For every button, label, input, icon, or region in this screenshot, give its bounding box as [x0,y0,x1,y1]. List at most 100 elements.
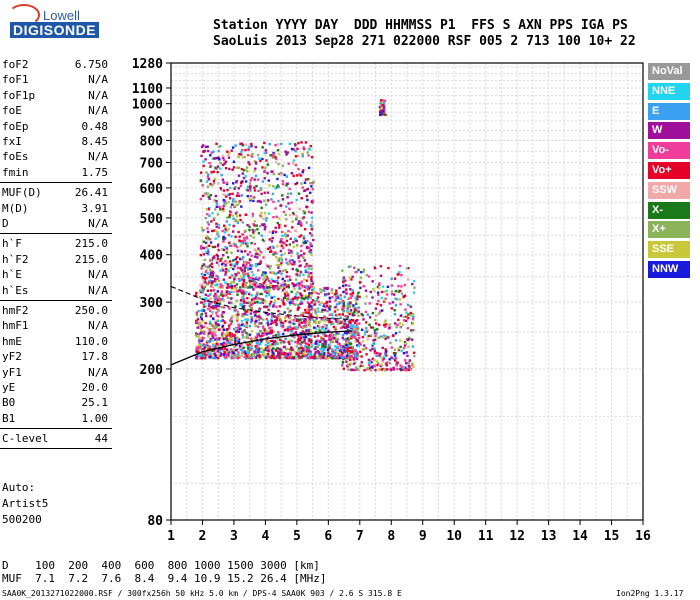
echo-point [239,258,242,261]
echo-point [394,297,397,300]
echo-point [252,222,255,226]
echo-point [280,261,283,265]
echo-point [333,355,337,359]
echo-point [302,237,306,240]
param-value: N/A [88,217,108,230]
echo-point [254,295,258,298]
echo-point [269,322,272,326]
echo-point [331,317,335,320]
echo-point [221,326,224,329]
echo-point [353,266,356,270]
echo-point [194,334,198,337]
echo-point [227,153,230,157]
echo-point [300,336,303,340]
echo-point [354,338,357,341]
echo-point [293,237,297,240]
echo-point [239,266,242,270]
echo-point [295,318,299,321]
echo-point [296,244,299,247]
echo-point [220,313,223,317]
echo-point [283,279,286,283]
echo-point [302,242,306,245]
echo-point [349,265,353,268]
param-name: hmE [2,334,22,348]
echo-point [243,155,246,159]
echo-point [318,354,321,357]
echo-point [384,367,388,371]
echo-point [271,245,274,248]
header-row-values: SaoLuis 2013 Sep28 271 022000 RSF 005 2 … [213,34,636,49]
echo-point [204,312,207,315]
echo-point [330,320,333,324]
echo-point [295,326,299,329]
echo-point [223,321,227,324]
echo-point [322,318,325,322]
echo-point [209,337,212,341]
echo-point [412,329,415,332]
echo-point [371,280,374,283]
echo-point [392,366,395,370]
echo-point [314,347,317,351]
echo-point [266,199,270,202]
echo-point [273,295,276,299]
echo-point [244,148,247,152]
echo-point [349,288,352,291]
echo-point [252,231,255,234]
param-name: hmF2 [2,304,29,317]
param-row-yf1: yF1 N/A [2,365,108,380]
echo-point [252,273,255,276]
echo-point [283,233,287,237]
echo-point [230,315,234,318]
echo-point [238,346,241,349]
legend-item-nnw: NNW [648,261,690,278]
echo-point [266,352,270,356]
param-value: 44 [94,432,108,446]
echo-point [399,345,402,349]
echo-point [300,302,304,305]
echo-point [286,307,289,310]
echo-point [345,315,348,318]
echo-point [376,302,379,306]
echo-point [280,256,283,260]
echo-point [405,267,409,270]
echo-point [228,192,232,196]
echo-point [342,326,345,329]
echo-point [305,354,308,357]
echo-point [328,336,331,339]
echo-point [238,200,241,203]
param-value: 17.8 [81,350,109,364]
echo-point [347,354,351,357]
echo-point [343,322,346,326]
echo-point [375,322,378,325]
echo-point [275,272,278,275]
echo-point [383,290,386,293]
echo-point [205,246,208,249]
echo-point [235,348,239,351]
echo-point [391,301,395,304]
echo-point [309,313,312,316]
echo-point [330,357,334,360]
echo-point [299,292,302,295]
echo-point [343,324,346,327]
echo-point [198,295,202,299]
echo-point [333,351,336,354]
echo-point [365,321,368,324]
echo-point [350,325,353,329]
echo-point [284,268,287,272]
echo-point [226,261,229,265]
echo-point [362,268,365,271]
echo-point [221,343,224,347]
param-value: 1.00 [81,411,109,425]
echo-point [353,330,356,333]
echo-point [213,177,217,180]
echo-point [230,320,234,323]
echo-point [384,325,387,329]
echo-point [240,347,243,350]
echo-point [361,348,365,351]
echo-point [197,310,200,313]
echo-point [254,356,258,359]
echo-point [246,319,249,322]
echo-point [308,328,311,332]
echo-point [386,368,389,371]
echo-point [195,314,199,317]
